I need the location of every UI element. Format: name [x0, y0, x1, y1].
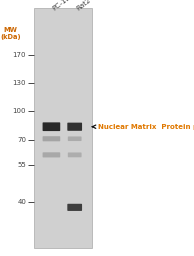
- Text: MW
(kDa): MW (kDa): [0, 27, 21, 40]
- FancyBboxPatch shape: [43, 136, 60, 141]
- FancyBboxPatch shape: [68, 136, 82, 141]
- Text: 170: 170: [13, 52, 26, 58]
- Text: 70: 70: [17, 136, 26, 143]
- FancyBboxPatch shape: [68, 152, 82, 157]
- Text: PC-12: PC-12: [51, 0, 72, 12]
- FancyBboxPatch shape: [67, 204, 82, 211]
- FancyBboxPatch shape: [43, 122, 60, 131]
- Text: 130: 130: [13, 80, 26, 86]
- Text: 55: 55: [17, 162, 26, 168]
- Text: 40: 40: [17, 199, 26, 205]
- Text: Nuclear Matrix  Protein p84: Nuclear Matrix Protein p84: [98, 124, 194, 130]
- FancyBboxPatch shape: [43, 152, 60, 157]
- Text: 100: 100: [13, 108, 26, 114]
- Text: Rat2: Rat2: [76, 0, 93, 12]
- FancyBboxPatch shape: [67, 123, 82, 131]
- FancyBboxPatch shape: [34, 8, 92, 248]
